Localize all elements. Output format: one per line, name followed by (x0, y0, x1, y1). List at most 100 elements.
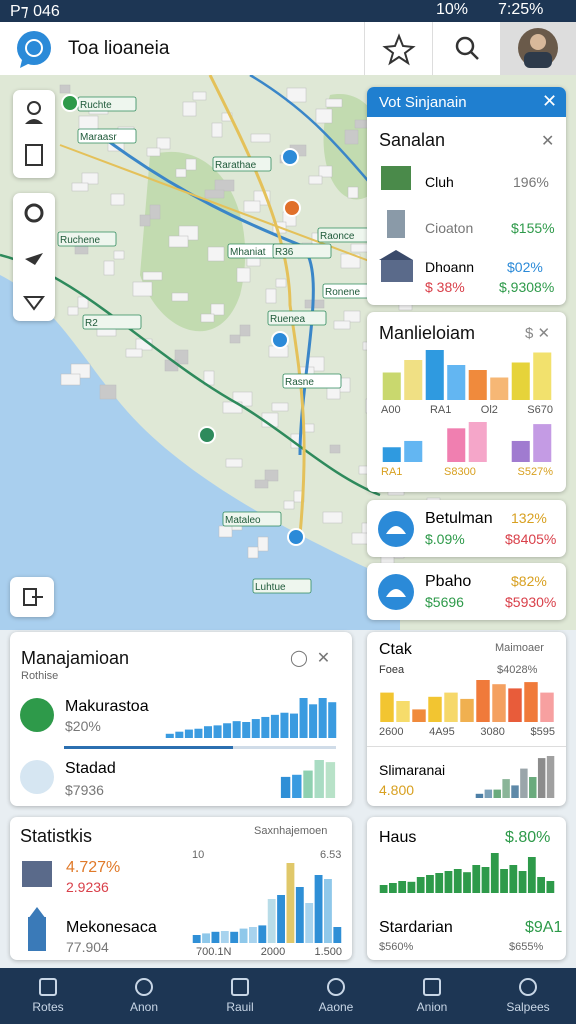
bar (472, 865, 481, 893)
bar (175, 731, 184, 738)
value: $560% (379, 941, 414, 953)
bar (412, 709, 426, 722)
bar (242, 722, 251, 738)
bar (435, 873, 444, 893)
building (257, 536, 269, 552)
tool-group[interactable] (13, 193, 55, 321)
building (326, 387, 341, 400)
bar (468, 370, 487, 400)
logo (17, 31, 51, 68)
bar (484, 789, 493, 798)
value: $8405% (505, 531, 557, 547)
icon (135, 978, 153, 996)
row-icons (22, 861, 52, 951)
header: Toa lioaneia (0, 22, 576, 75)
map-pin (61, 94, 79, 112)
building (200, 313, 215, 323)
row-name: Stardarian (379, 919, 453, 936)
building (283, 500, 295, 510)
bar (520, 768, 528, 798)
building (246, 257, 261, 267)
building (99, 384, 117, 400)
map-label: Ronene (325, 287, 360, 298)
close-button[interactable]: ✕ (542, 91, 558, 111)
panel-title: Vot Sinjanain (379, 94, 467, 111)
management-card: Manajamioan Rothise ◯ ✕ Makurastoa $20% … (10, 632, 352, 806)
nav-icon (327, 978, 345, 996)
value: $.80% (505, 829, 551, 846)
building (254, 479, 269, 489)
nav-item[interactable]: Anon (96, 968, 192, 1024)
close-button[interactable]: ✕ (541, 133, 555, 150)
nav-label: Aaone (318, 1000, 354, 1014)
value: $.09% (425, 531, 465, 547)
map-pin (271, 331, 289, 349)
favorite-button[interactable] (364, 22, 433, 75)
bar (546, 881, 555, 893)
row-sub: $,9308% (499, 279, 555, 295)
row-value: 196% (513, 174, 549, 190)
map-label-bg (57, 231, 117, 247)
building (318, 165, 333, 178)
chart-card: Manlieloiam $ ✕ A00 RA1 Ol2 S670 RA1 S8300 S5… (367, 312, 566, 492)
bar (426, 875, 434, 893)
mini-chart (380, 680, 554, 722)
axis-label: Ol2 (480, 404, 498, 416)
building (207, 246, 225, 262)
tool-group (13, 90, 55, 178)
search-button[interactable] (432, 22, 501, 75)
building (271, 402, 289, 412)
bar (416, 877, 425, 893)
bar (232, 721, 241, 738)
bar (490, 853, 499, 893)
bar (460, 698, 474, 722)
axis-label: 2000 (260, 946, 286, 958)
bar (303, 770, 313, 798)
row-name: Slimaranai (379, 762, 446, 778)
card-actions[interactable]: ◯ ✕ (290, 650, 331, 667)
building (156, 137, 171, 150)
icon (231, 978, 249, 996)
card-title: Sanalan (379, 130, 446, 150)
building (347, 186, 359, 199)
building (113, 250, 125, 260)
axis-label: RA1 (381, 466, 403, 478)
battery: 10% (436, 1, 469, 18)
map-pin (283, 199, 301, 217)
icon (39, 978, 57, 996)
bar (213, 725, 222, 738)
building (218, 525, 233, 538)
bar (404, 360, 423, 400)
value: $5696 (425, 594, 464, 610)
nav-item[interactable]: Aaone (288, 968, 384, 1024)
nav-item[interactable]: Anion (384, 968, 480, 1024)
avatar[interactable] (500, 22, 576, 75)
nav-item[interactable]: Rotes (0, 968, 96, 1024)
axis-label: 1.500 (314, 946, 342, 958)
bar (333, 927, 342, 943)
building (344, 129, 359, 145)
nav-item[interactable]: Salpees (480, 968, 576, 1024)
card-subtitle: Rothise (21, 670, 59, 682)
icon (423, 978, 441, 996)
nav-icon (135, 978, 153, 996)
row-name: Dhoann (425, 259, 475, 275)
nav-item[interactable]: Rauil (192, 968, 288, 1024)
card-subtitle: Maimoaer (495, 642, 544, 654)
map-label: R2 (85, 318, 98, 329)
building (264, 469, 279, 482)
nav-label: Rotes (32, 1000, 64, 1014)
bar (546, 756, 555, 798)
bar (258, 925, 267, 943)
building (182, 101, 197, 117)
axis-label: A00 (381, 404, 401, 416)
exit-map-button[interactable] (10, 577, 54, 617)
building (171, 292, 189, 302)
card-actions[interactable]: $ ✕ (525, 325, 551, 342)
map-label: Ruenea (270, 314, 305, 325)
bar (277, 895, 285, 943)
map-label-bg (272, 243, 332, 259)
bar (428, 696, 442, 722)
card-title: Pbaho (425, 573, 472, 590)
app-title: Toa lioaneia (68, 38, 170, 59)
